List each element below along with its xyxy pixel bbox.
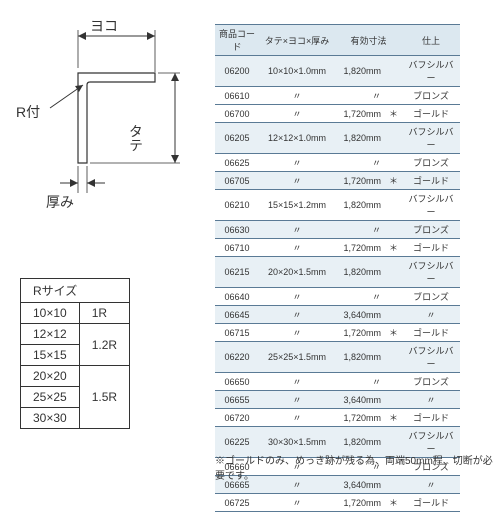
table-row: 06720〃1,720mm＊ゴールド (215, 409, 460, 427)
table-row: 06630〃〃ブロンズ (215, 221, 460, 239)
col-code: 商品コード (215, 25, 259, 56)
table-row: 06625〃〃ブロンズ (215, 154, 460, 172)
col-dim: タテ×ヨコ×厚み (259, 25, 335, 56)
rtsuki-label: R付 (16, 102, 40, 122)
table-row: 0620512×12×1.0mm1,820mmバフシルバー (215, 123, 460, 154)
atsumi-label: 厚み (46, 192, 74, 212)
table-row: 10×101R (21, 303, 130, 324)
table-row: 06610〃〃ブロンズ (215, 87, 460, 105)
table-row: 0621520×20×1.5mm1,820mmバフシルバー (215, 257, 460, 288)
table-row: 0621015×15×1.2mm1,820mmバフシルバー (215, 190, 460, 221)
col-eff: 有効寸法 (335, 25, 402, 56)
table-row: 12×121.2R (21, 324, 130, 345)
table-row: 06710〃1,720mm＊ゴールド (215, 239, 460, 257)
table-row: 06700〃1,720mm＊ゴールド (215, 105, 460, 123)
table-row: 06655〃3,640mm〃 (215, 391, 460, 409)
table-row: 06650〃〃ブロンズ (215, 373, 460, 391)
r-header: Rサイズ (21, 279, 130, 303)
spec-table: 商品コード タテ×ヨコ×厚み 有効寸法 仕上 0620010×10×1.0mm1… (215, 24, 460, 512)
table-row: 06715〃1,720mm＊ゴールド (215, 324, 460, 342)
table-row: 0622025×25×1.5mm1,820mmバフシルバー (215, 342, 460, 373)
table-row: 06640〃〃ブロンズ (215, 288, 460, 306)
r-size-table: Rサイズ 10×101R 12×121.2R 15×15 20×201.5R 2… (20, 278, 130, 429)
table-row: 06645〃3,640mm〃 (215, 306, 460, 324)
table-row: 0620010×10×1.0mm1,820mmバフシルバー (215, 56, 460, 87)
table-row: 06725〃1,720mm＊ゴールド (215, 494, 460, 512)
table-row: 20×201.5R (21, 366, 130, 387)
col-fin: 仕上 (402, 25, 460, 56)
tate-label: タテ (126, 124, 146, 152)
footnote: ※ゴールドのみ、めっき跡が残る為、両端50mm程、切断が必要です。 (215, 452, 500, 482)
yoko-label: ヨコ (90, 16, 118, 36)
table-row: 06705〃1,720mm＊ゴールド (215, 172, 460, 190)
angle-diagram (20, 18, 200, 218)
